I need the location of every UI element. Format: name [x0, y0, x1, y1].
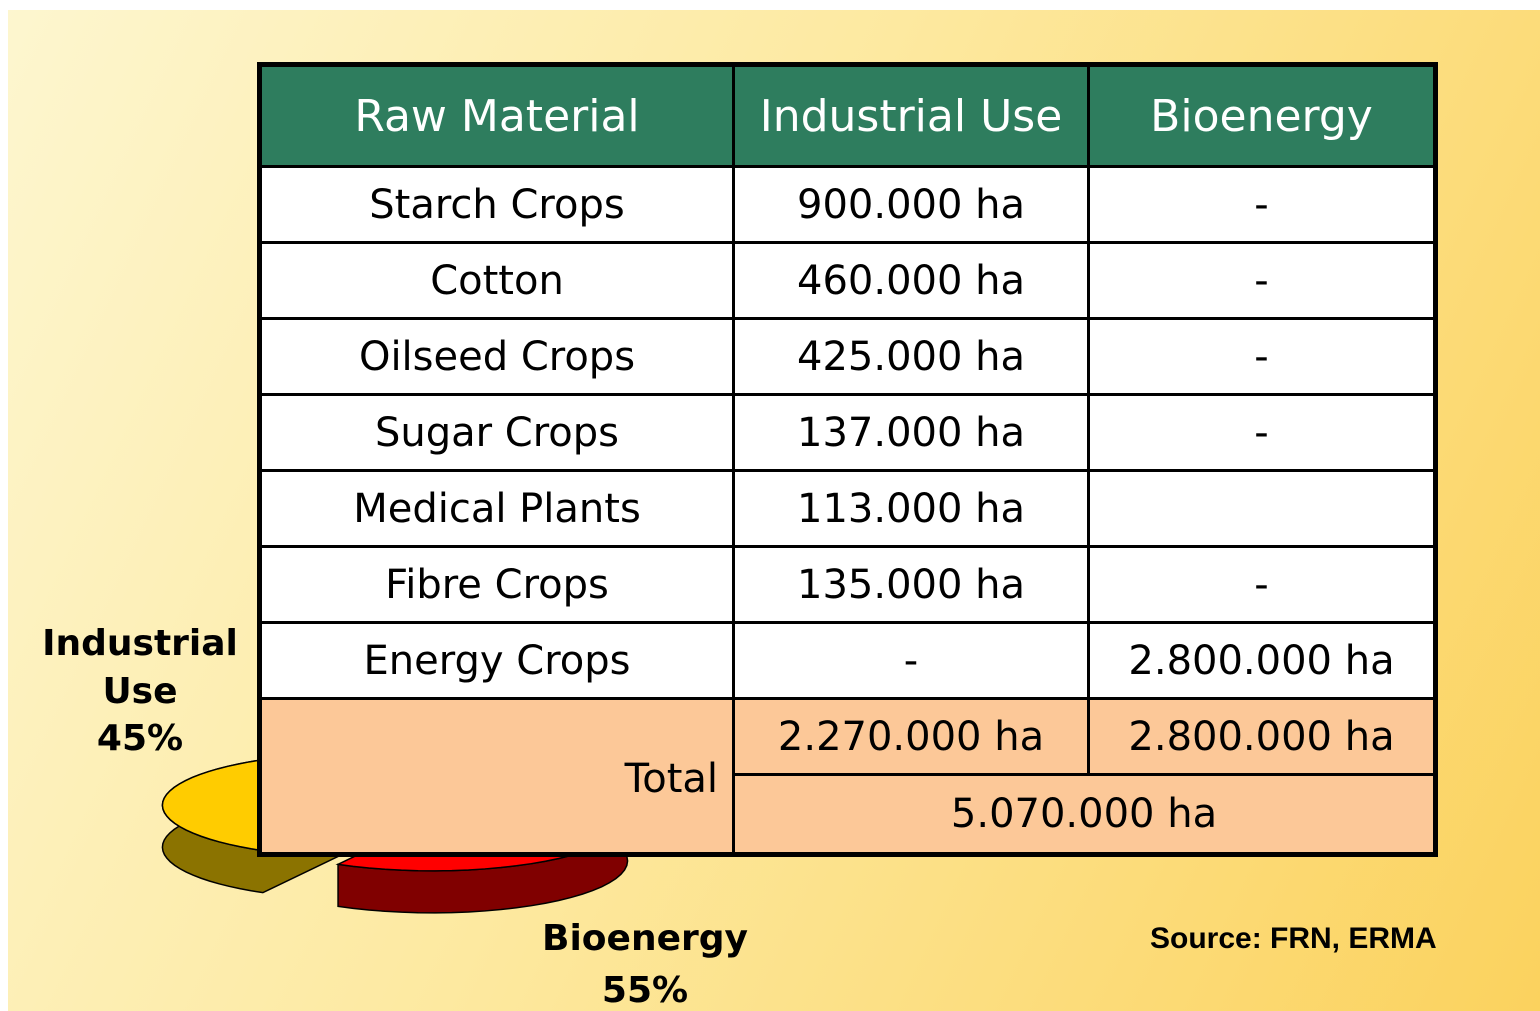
table-cell: 135.000 ha: [732, 545, 1090, 624]
table-cell: 2.800.000 ha: [1087, 621, 1437, 700]
header-cell: Bioenergy: [1087, 63, 1437, 168]
table-row: Oilseed Crops 425.000 ha -: [258, 317, 1437, 396]
table-cell: -: [1087, 393, 1437, 472]
pie-label: Industrial Use: [42, 623, 238, 712]
table-cell: -: [1087, 165, 1437, 244]
table-row: Medical Plants 113.000 ha: [258, 469, 1437, 548]
data-table: Raw Material Industrial Use Bioenergy Starc…: [257, 62, 1438, 857]
table-cell: -: [1087, 241, 1437, 320]
grand-total-cell: 5.070.000 ha: [732, 773, 1437, 856]
table-cell: Starch Crops: [258, 165, 735, 244]
pie-value-label: 45%: [96, 718, 184, 759]
table-row: Sugar Crops 137.000 ha -: [258, 393, 1437, 472]
table-cell: -: [732, 621, 1090, 700]
table-cell: Medical Plants: [258, 469, 735, 548]
header-row: Raw Material Industrial Use Bioenergy: [258, 63, 1437, 168]
table-cell: Energy Crops: [258, 621, 735, 700]
table-cell: -: [1087, 545, 1437, 624]
table-cell: Sugar Crops: [258, 393, 735, 472]
pie-value-label: 55%: [601, 970, 689, 1011]
total-row: 5.070.000 ha: [260, 773, 1437, 856]
table-cell: 900.000 ha: [732, 165, 1090, 244]
table-cell: 113.000 ha: [732, 469, 1090, 548]
table-cell: Oilseed Crops: [258, 317, 735, 396]
table-cell: 425.000 ha: [732, 317, 1090, 396]
table-cell: -: [1087, 317, 1437, 396]
total-label: Total: [258, 697, 735, 856]
table-cell: 460.000 ha: [732, 241, 1090, 320]
total-cell: 2.800.000 ha: [1087, 697, 1437, 776]
table-cell: 137.000 ha: [732, 393, 1090, 472]
table-cell: [1087, 469, 1437, 548]
table-row: Cotton 460.000 ha -: [258, 241, 1437, 320]
total-cell: 2.270.000 ha: [732, 697, 1090, 776]
header-cell: Industrial Use: [732, 63, 1090, 168]
table-row: Fibre Crops 135.000 ha -: [258, 545, 1437, 624]
source-note: Source: FRN, ERMA: [1150, 922, 1437, 955]
header-cell: Raw Material: [258, 63, 735, 168]
table-body: Raw Material Industrial Use Bioenergy Starc…: [258, 63, 1437, 856]
table-row: Energy Crops -2.800.000 ha: [258, 621, 1437, 700]
table-cell: Cotton: [258, 241, 735, 320]
total-row: Total 2.270.000 ha 2.800.000 ha: [258, 697, 1437, 856]
table-row: Starch Crops 900.000 ha -: [258, 165, 1437, 244]
table-cell: Fibre Crops: [258, 545, 735, 624]
pie-label: Bioenergy: [542, 918, 748, 959]
